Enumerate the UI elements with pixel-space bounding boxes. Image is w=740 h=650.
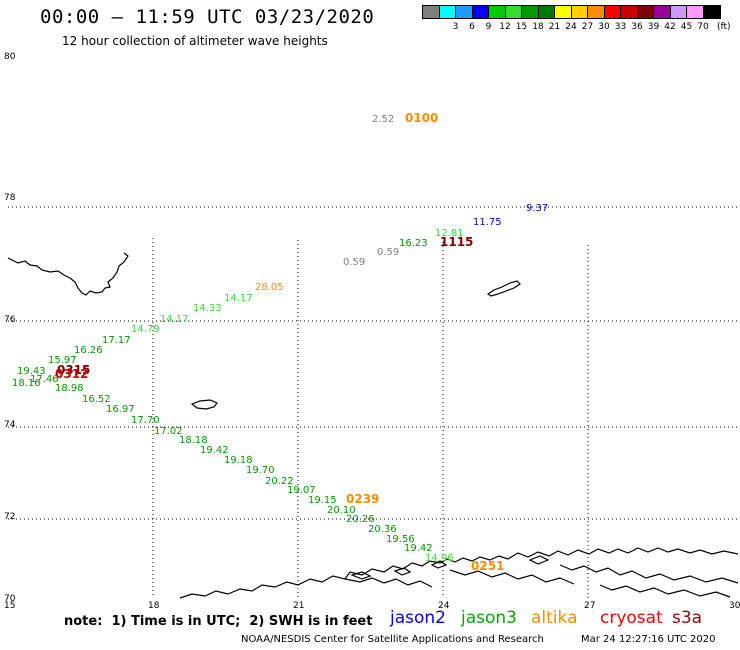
wave-height-label: 0.59 — [377, 247, 399, 258]
footer-note: note: 1) Time is in UTC; 2) SWH is in fe… — [64, 614, 373, 629]
coast-northern-norway — [179, 547, 739, 599]
wave-height-label: 16.52 — [82, 394, 111, 405]
wave-height-label: 14.79 — [131, 324, 160, 335]
coast-fjords-2 — [449, 569, 575, 585]
lon-label: 18 — [148, 601, 160, 611]
colorbar-label: 6 — [469, 22, 475, 32]
wave-height-label: 0.59 — [343, 257, 365, 268]
pass-time-label: 0239 — [346, 492, 379, 506]
colorbar-label: 21 — [548, 22, 561, 32]
wave-height-label: 14.96 — [425, 553, 454, 564]
wave-height-label: 20.26 — [346, 514, 375, 525]
colorbar-label: 70 — [697, 22, 709, 32]
wave-height-label: 14.33 — [193, 303, 222, 314]
wave-height-readings: 2.52 01009.3711.7512.81111516.230.590.592… — [12, 111, 548, 573]
wave-height-label: 2.52 — [372, 114, 394, 125]
colorbar-label: 9 — [485, 22, 492, 32]
satellite-cryosat: cryosat — [600, 608, 663, 628]
coast-fjords-4 — [599, 584, 731, 598]
credit-line: NOAA/NESDIS Center for Satellite Applica… — [241, 634, 544, 645]
pass-time-label: 0251 — [471, 559, 504, 573]
wave-height-label: 19.43 — [17, 366, 46, 377]
wave-height-label: 16.23 — [399, 238, 428, 249]
colorbar-label: 45 — [680, 22, 693, 32]
wave-height-label: 11.75 — [473, 217, 502, 228]
lat-label: 76 — [4, 315, 16, 325]
colorbar-unit: (ft) — [717, 22, 731, 32]
coast-island-3 — [430, 560, 448, 569]
lat-label: 80 — [4, 52, 16, 62]
colorbar-label: 36 — [631, 22, 643, 32]
pass-time-label: 0100 — [405, 111, 438, 125]
colorbar-label: 24 — [565, 22, 577, 32]
wave-height-label: 19.15 — [308, 495, 337, 506]
wave-height-label: 16.26 — [74, 345, 103, 356]
satellite-s3a: s3a — [672, 608, 703, 628]
colorbar-label: 12 — [499, 22, 511, 32]
lon-label: 30 — [729, 601, 740, 611]
wave-height-label: 12.81 — [435, 228, 464, 239]
wave-height-label: 18.16 — [12, 378, 41, 389]
wave-height-label: 19.07 — [287, 485, 316, 496]
lon-label: 27 — [584, 601, 595, 611]
wave-height-label: 15.97 — [48, 355, 77, 366]
colorbar-swatch — [702, 5, 721, 19]
colorbar-label: 33 — [614, 22, 627, 32]
coast-hopen-island — [486, 280, 521, 297]
coast-island-1 — [350, 571, 372, 580]
satellite-jason2: jason2 — [390, 608, 446, 628]
lat-label: 74 — [4, 420, 16, 430]
colorbar-label: 15 — [515, 22, 528, 32]
wave-height-label: 16.97 — [106, 404, 135, 415]
page-subtitle: 12 hour collection of altimeter wave hei… — [62, 34, 328, 48]
colorbar-label: 27 — [581, 22, 594, 32]
coast-svalbard-south — [7, 252, 129, 296]
page-title: 00:00 – 11:59 UTC 03/23/2020 — [40, 6, 375, 28]
wave-height-label: 19.42 — [404, 543, 433, 554]
wave-height-label: 17.17 — [102, 335, 131, 346]
colorbar-label: 3 — [452, 22, 459, 32]
wave-height-label: 18.98 — [55, 383, 84, 394]
wave-height-label: 19.56 — [386, 534, 415, 545]
generation-timestamp: Mar 24 12:27:16 UTC 2020 — [581, 634, 716, 645]
wave-height-label: 14.17 — [224, 293, 253, 304]
lon-label: 24 — [438, 601, 450, 611]
coast-fjords-1 — [344, 577, 433, 588]
satellite-altika: altika — [531, 608, 578, 628]
coast-island-2 — [393, 567, 412, 576]
wave-height-label: 28.05 — [255, 282, 284, 293]
wave-height-label: 17.02 — [154, 426, 183, 437]
pass-time-label: 1115 — [440, 235, 473, 249]
coast-island-4 — [528, 555, 550, 565]
graticule — [8, 206, 738, 598]
colorbar-label: 30 — [598, 22, 610, 32]
lat-label: 70 — [4, 594, 16, 604]
lat-label: 72 — [4, 512, 15, 522]
wave-height-label: 19.18 — [224, 455, 253, 466]
wave-height-label: 19.70 — [246, 465, 275, 476]
wave-height-label: 20.36 — [368, 524, 397, 535]
pass-time-label: 0312 — [55, 367, 88, 381]
wave-height-label: 20.10 — [327, 505, 356, 516]
wave-height-label: 17.70 — [131, 415, 160, 426]
wave-height-label: 17.46 — [30, 374, 59, 385]
lat-label: 78 — [4, 193, 16, 203]
wave-height-label: 19.42 — [200, 445, 229, 456]
lon-label: 21 — [293, 601, 304, 611]
wave-height-label: 14.17 — [160, 314, 189, 325]
wave-height-label: 18.18 — [179, 435, 208, 446]
wave-height-label: 20.22 — [265, 476, 294, 487]
coastlines — [7, 252, 739, 599]
coast-bear-island — [190, 399, 218, 410]
colorbar-label: 39 — [647, 22, 660, 32]
satellite-jason3: jason3 — [461, 608, 517, 628]
colorbar-label: 42 — [664, 22, 676, 32]
lon-label: 15 — [4, 601, 15, 611]
colorbar-label: 18 — [532, 22, 544, 32]
pass-time-label: 0315 — [57, 363, 90, 377]
coast-fjords-3 — [559, 564, 739, 584]
wave-height-label: 9.37 — [526, 203, 548, 214]
